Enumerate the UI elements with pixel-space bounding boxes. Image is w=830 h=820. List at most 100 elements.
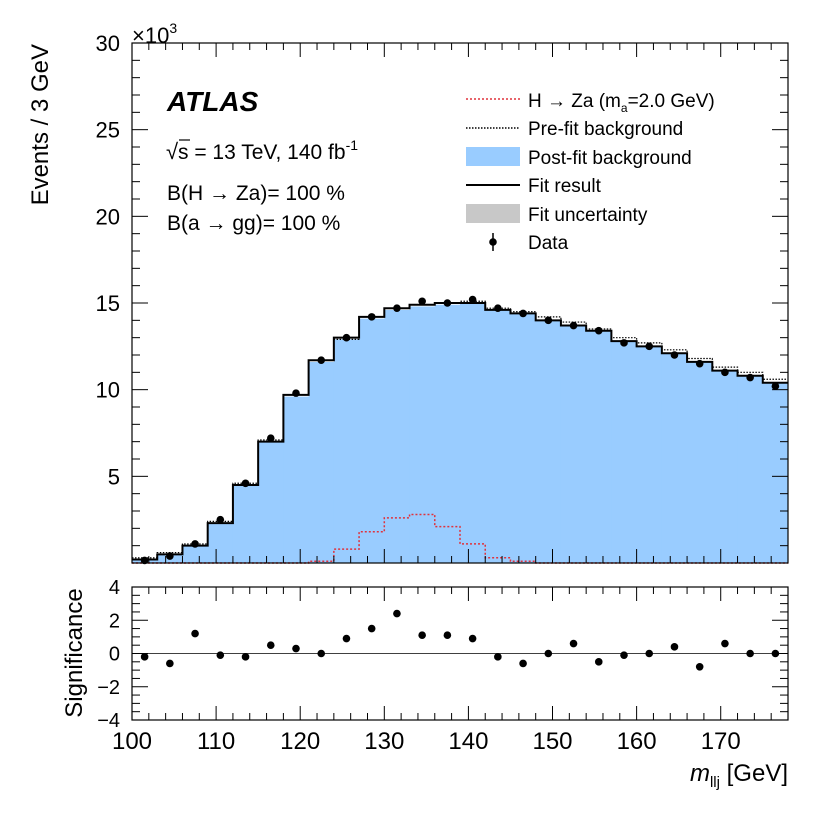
significance-point <box>393 609 401 618</box>
y-tick-label: 5 <box>108 464 120 489</box>
x-tick-label: 140 <box>448 728 488 755</box>
branching-ratio-2: B(a → gg)= 100 % <box>167 212 340 235</box>
significance-point <box>494 653 502 661</box>
legend-data-marker <box>489 238 497 246</box>
significance-point <box>266 641 275 649</box>
y-tick-label: 20 <box>96 204 120 229</box>
significance-point <box>746 649 754 658</box>
data-point <box>393 304 401 313</box>
significance-point <box>191 629 199 638</box>
significance-point <box>166 659 174 668</box>
postfit-background-bar <box>737 375 764 563</box>
significance-point <box>771 649 780 658</box>
data-point <box>670 351 679 359</box>
x-tick-label: 110 <box>197 728 235 755</box>
significance-point <box>216 651 225 659</box>
postfit-background-bar <box>182 545 209 563</box>
x-tick-label: 120 <box>280 728 320 755</box>
postfit-background-bar <box>460 303 486 563</box>
legend-unc-label: Fit uncertainty <box>528 205 648 226</box>
significance-point <box>443 631 452 640</box>
significance-point <box>292 644 300 653</box>
data-point <box>569 321 578 330</box>
postfit-background-bar <box>207 523 234 563</box>
sqrt-symbol: √ <box>166 139 179 164</box>
postfit-background-bar <box>636 346 663 563</box>
legend: H → Za (ma=2.0 GeV) Pre-fit background P… <box>466 91 715 254</box>
ratio-y-tick-label: 2 <box>109 610 120 632</box>
y-tick-label: 30 <box>96 31 120 56</box>
y-tick-label: 15 <box>96 291 120 316</box>
significance-point <box>544 649 553 658</box>
data-point <box>695 359 704 368</box>
significance-point <box>342 634 351 643</box>
significance-point <box>620 651 628 659</box>
postfit-background-bar <box>535 320 562 563</box>
svg-text:s = 13 TeV, 140 fb-1: s = 13 TeV, 140 fb-1 <box>178 137 358 164</box>
data-point <box>342 333 351 342</box>
significance-point <box>569 639 578 648</box>
y-axis-title: Events / 3 GeV <box>27 44 54 205</box>
postfit-background-bar <box>611 341 638 563</box>
y-tick-label: 10 <box>96 378 120 403</box>
significance-point <box>670 643 679 651</box>
significance-point <box>594 658 603 666</box>
x-tick-label: 100 <box>112 728 152 755</box>
data-point <box>519 309 527 318</box>
data-point <box>544 316 553 325</box>
data-point <box>140 556 149 565</box>
legend-fit-label: Fit result <box>528 176 602 197</box>
ratio-y-axis-title: Significance <box>61 588 88 717</box>
main-histogram-layer <box>132 295 789 565</box>
ratio-y-tick-label: 0 <box>109 644 120 666</box>
significance-point <box>645 649 654 658</box>
main-frame: 5 10 15 20 25 30 <box>96 31 789 564</box>
data-point <box>721 368 729 377</box>
energy-lumi-label: √ s = 13 TeV, 140 fb-1 <box>166 137 358 164</box>
branching-ratio-1: B(H → Za)= 100 % <box>167 182 345 205</box>
y-multiplier: ×103 <box>132 20 177 48</box>
postfit-background-bar <box>762 382 789 563</box>
data-point <box>468 295 477 304</box>
legend-prefit-label: Pre-fit background <box>528 119 683 140</box>
postfit-background-bar <box>661 353 688 563</box>
ratio-y-tick-label: 4 <box>109 577 120 599</box>
significance-point <box>519 659 527 668</box>
postfit-background-bar <box>333 339 360 563</box>
y-tick-label: 25 <box>96 118 120 143</box>
postfit-background-bar <box>308 361 335 563</box>
data-point <box>443 299 452 307</box>
legend-postfit-label: Post-fit background <box>528 148 692 169</box>
ratio-panel: −4 −2 0 2 4 100 110 120 130 140 150 160 170 <box>97 577 789 755</box>
data-point <box>241 479 250 488</box>
legend-postfit-swatch <box>466 147 520 166</box>
data-point <box>594 326 603 335</box>
significance-point <box>140 653 149 661</box>
significance-point <box>468 634 477 643</box>
data-point <box>317 356 326 365</box>
significance-point <box>695 663 704 671</box>
data-point <box>266 434 275 443</box>
postfit-background-bar <box>712 370 739 563</box>
significance-point <box>317 649 326 658</box>
legend-unc-swatch <box>466 204 520 223</box>
data-point <box>216 515 225 524</box>
postfit-background-bar <box>283 396 310 563</box>
legend-signal-label: H → Za (ma=2.0 GeV) <box>528 91 715 115</box>
postfit-background-bar <box>434 304 461 563</box>
postfit-background-bar <box>586 330 612 563</box>
x-tick-label: 150 <box>532 728 572 755</box>
data-point <box>620 339 628 347</box>
ratio-y-tick-label: −4 <box>97 710 120 732</box>
postfit-background-bar <box>485 309 511 563</box>
significance-point <box>367 624 376 633</box>
postfit-background-bar <box>232 485 259 563</box>
postfit-background-bar <box>258 441 284 563</box>
data-point <box>494 304 502 313</box>
legend-data-label: Data <box>528 233 569 254</box>
significance-point <box>418 631 426 640</box>
postfit-background-bar <box>510 313 537 563</box>
postfit-background-bar <box>560 325 587 563</box>
experiment-label: ATLAS <box>166 86 259 117</box>
